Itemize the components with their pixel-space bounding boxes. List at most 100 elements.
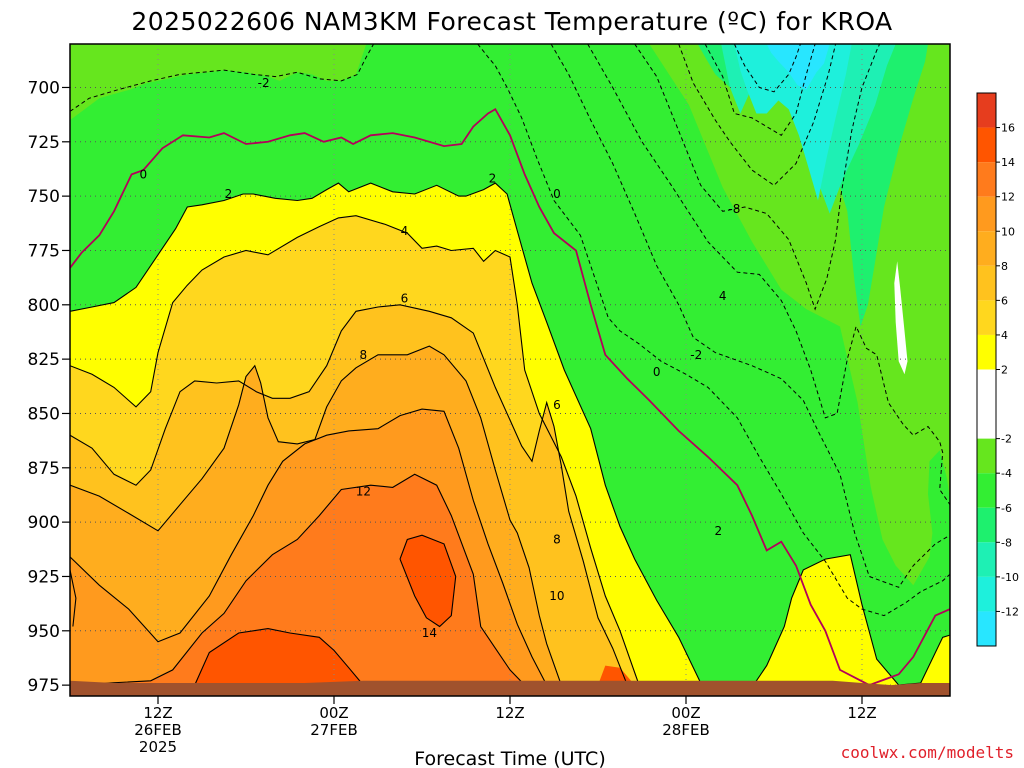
colorbar-tick-label--6: -6 xyxy=(1001,502,1012,515)
contour-positive-3 xyxy=(70,345,562,686)
temp-region-12-to-14-11 xyxy=(70,474,525,696)
colorbar-band-5 xyxy=(977,265,996,301)
colorbar-band-0 xyxy=(977,93,996,128)
colorbar-band-11 xyxy=(977,507,996,543)
y-tick-label-800: 800 xyxy=(28,296,60,316)
colorbar-tick-label-16: 16 xyxy=(1001,122,1015,135)
contour-label-12: 8 xyxy=(553,533,561,547)
y-tick-label-700: 700 xyxy=(28,78,60,98)
colorbar-tick-label-6: 6 xyxy=(1001,294,1008,307)
colorbar-band-7 xyxy=(977,334,996,370)
contour-label-15: 14 xyxy=(422,626,437,640)
contour-label-16: -2 xyxy=(690,348,702,362)
contour-label-17: -8 xyxy=(728,202,740,216)
colorbar-band-1 xyxy=(977,127,996,163)
contour-label-7: 4 xyxy=(401,224,409,238)
contour-labels: -2 0 0 0 2 2 2 4 4 6 6 8 8 10 12 14 -2 -8 xyxy=(140,76,741,640)
contour-label-10: 6 xyxy=(553,398,561,412)
colorbar-band-13 xyxy=(977,576,996,612)
x-tick-label-6-2: 2025 xyxy=(139,738,177,756)
credit-link[interactable]: coolwx.com/modelts xyxy=(841,743,1014,762)
contour-label-9: 6 xyxy=(401,291,409,305)
x-tick-label-42-0: 00Z xyxy=(671,704,700,722)
temp-region-14-to-16-12 xyxy=(194,628,364,686)
temp-region--2-to-2-5 xyxy=(894,261,908,375)
contour-label-3: 0 xyxy=(653,365,661,379)
colorbar-tick-label-12: 12 xyxy=(1001,191,1015,204)
contour-positive-7 xyxy=(399,534,457,628)
colorbar-tick-label-2: 2 xyxy=(1001,364,1008,377)
contour-label-11: 8 xyxy=(360,348,368,362)
colorbar-tick-label-14: 14 xyxy=(1001,156,1015,169)
colorbar-band-9 xyxy=(977,438,996,474)
contour-positive-4 xyxy=(70,408,548,686)
colorbar-tick-label-10: 10 xyxy=(1001,225,1015,238)
colorbar-band-2 xyxy=(977,162,996,197)
y-tick-label-975: 975 xyxy=(28,676,60,696)
contour-negative-6 xyxy=(704,44,816,136)
contour-lines xyxy=(70,44,950,688)
contour-zero-0 xyxy=(70,107,950,687)
contour-positive-0 xyxy=(70,182,950,688)
colorbar-tick-label--2: -2 xyxy=(1001,433,1012,446)
contour-positive-5 xyxy=(70,473,526,686)
ground-terrain xyxy=(70,680,950,696)
contour-negative-1 xyxy=(477,44,950,617)
contour-positive-1 xyxy=(70,215,640,686)
colorbar-band-6 xyxy=(977,300,996,335)
colorbar-tick-label-4: 4 xyxy=(1001,329,1008,342)
contour-label-1: 0 xyxy=(140,167,148,181)
y-tick-label-750: 750 xyxy=(28,187,60,207)
contour-negative-0 xyxy=(70,44,375,112)
y-tick-label-825: 825 xyxy=(28,350,60,370)
x-tick-label-54-0: 12Z xyxy=(847,704,876,722)
y-tick-label-925: 925 xyxy=(28,567,60,587)
y-tick-label-950: 950 xyxy=(28,622,60,642)
colorbar-band-4 xyxy=(977,231,996,266)
colorbar-band-10 xyxy=(977,473,996,508)
contour-label-0: -2 xyxy=(258,76,270,90)
colorbar-tick-label--4: -4 xyxy=(1001,467,1012,480)
contour-negative-5 xyxy=(678,44,837,186)
temp-region--14-to--12-4 xyxy=(766,44,830,90)
contour-positive-6 xyxy=(194,628,364,686)
contour-label-8: 4 xyxy=(719,289,727,303)
contour-positive-8 xyxy=(70,569,77,627)
colorbar: 16 14 12 10 8 6 4 2 -2 -4 -6 -8 -10 -12 xyxy=(976,92,1019,647)
colorbar-tick-label--8: -8 xyxy=(1001,536,1012,549)
ground-layer xyxy=(70,680,950,696)
contour-label-5: 2 xyxy=(489,172,497,186)
temp-region--4-to--2-0 xyxy=(70,44,950,586)
colorbar-band-3 xyxy=(977,196,996,232)
y-tick-label-900: 900 xyxy=(28,513,60,533)
contour-negative-3 xyxy=(587,44,950,505)
temp-region--12-to--10-3 xyxy=(734,44,852,201)
contour-label-2: 0 xyxy=(553,187,561,201)
y-tick-label-725: 725 xyxy=(28,133,60,153)
colorbar-tick-label--12: -12 xyxy=(1001,605,1019,618)
colorbar-band-14 xyxy=(977,611,996,646)
x-axis-label: Forecast Time (UTC) xyxy=(414,748,605,768)
x-tick-label-6-0: 12Z xyxy=(143,704,172,722)
y-tick-label-875: 875 xyxy=(28,459,60,479)
y-tick-label-775: 775 xyxy=(28,241,60,261)
colorbar-band-8 xyxy=(977,369,996,439)
contour-negative-7 xyxy=(733,44,801,93)
y-axis: 700 725 750 775 800 825 850 875 900 925 950 975 xyxy=(28,78,70,696)
contour-negative-4 xyxy=(634,44,881,311)
x-tick-label-30-0: 12Z xyxy=(495,704,524,722)
filled-regions xyxy=(70,44,950,696)
colorbar-tick-label-8: 8 xyxy=(1001,260,1008,273)
temp-region-14-to-16-13 xyxy=(400,535,456,627)
contour-positive-2 xyxy=(70,304,628,686)
contour-label-6: 2 xyxy=(714,524,722,538)
plot-area: -2 0 0 0 2 2 2 4 4 6 6 8 8 10 12 14 -2 -8 xyxy=(69,43,951,697)
x-tick-label-6-1: 26FEB xyxy=(134,721,181,739)
x-tick-label-42-1: 28FEB xyxy=(662,721,709,739)
contour-label-13: 10 xyxy=(549,589,564,603)
chart-title: 2025022606 NAM3KM Forecast Temperature (… xyxy=(131,7,892,36)
contour-negative-2 xyxy=(550,44,950,588)
colorbar-tick-label--10: -10 xyxy=(1001,571,1019,584)
